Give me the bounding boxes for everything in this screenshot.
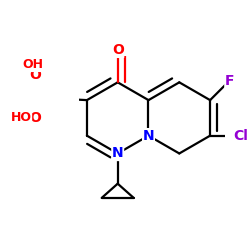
Text: O: O <box>112 43 124 57</box>
Text: O: O <box>30 68 41 82</box>
Text: OH: OH <box>22 58 43 71</box>
Text: Cl: Cl <box>233 129 248 143</box>
Text: N: N <box>143 129 154 143</box>
Text: O: O <box>30 111 41 125</box>
Text: N: N <box>112 146 124 160</box>
Text: F: F <box>225 74 234 88</box>
Text: HO: HO <box>10 112 31 124</box>
